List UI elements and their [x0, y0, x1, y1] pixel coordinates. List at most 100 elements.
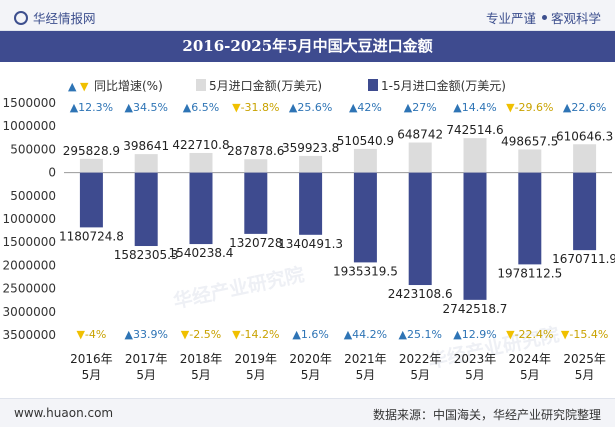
up-arrow-icon: ▲ [453, 101, 462, 114]
may-bar [79, 158, 103, 173]
yoy-cumulative-label: ▼-14.2% [232, 328, 279, 341]
y-tick-label: 3500000 [3, 328, 56, 342]
chart: 华经产业研究院 华经产业研究院 ▲ ▼ 同比增速(%) 5月进口金额(万美元) … [3, 78, 615, 382]
legend-down-icon: ▼ [80, 80, 89, 93]
x-tick-label-month: 5月 [246, 368, 266, 382]
x-tick-label-month: 5月 [301, 368, 321, 382]
brand[interactable]: 华经情报网 [14, 8, 96, 27]
yoy-value: 34.5% [133, 101, 168, 114]
x-tick-label-month: 5月 [465, 368, 485, 382]
yoy-value: 25.1% [407, 328, 442, 341]
cumulative-bar [463, 172, 487, 300]
legend-cumulative-label: 1-5月进口金额(万美元) [381, 78, 506, 93]
up-arrow-icon: ▲ [404, 101, 413, 114]
up-arrow-icon: ▲ [292, 328, 301, 341]
yoy-cumulative-label: ▼-2.5% [181, 328, 221, 341]
may-bar [244, 159, 268, 173]
tag-professional: 专业严谨 [485, 11, 536, 26]
x-tick-label-month: 5月 [356, 368, 376, 382]
x-tick-label-month: 5月 [410, 368, 430, 382]
x-tick-label-year: 2023年 [454, 352, 497, 366]
x-tick-label-year: 2017年 [125, 352, 168, 366]
down-arrow-icon: ▼ [506, 328, 515, 341]
yoy-may-label: ▲22.6% [563, 101, 606, 114]
y-tick-label: 0 [48, 166, 56, 180]
legend-cumulative-swatch [368, 79, 378, 91]
may-bar [353, 148, 377, 173]
x-tick-label-year: 2021年 [344, 352, 387, 366]
may-bar [299, 155, 323, 173]
yoy-value: -4% [85, 328, 106, 341]
watermark: 华经产业研究院 [171, 263, 306, 313]
chart-title: 2016-2025年5月中国大豆进口金额 [0, 31, 615, 62]
yoy-cumulative-label: ▲33.9% [124, 328, 167, 341]
x-tick-label-year: 2020年 [289, 352, 332, 366]
cumulative-bar [134, 172, 158, 247]
may-value-label: 359923.8 [282, 141, 339, 155]
top-bar: 华经情报网 专业严谨 客观科学 [0, 0, 615, 31]
cumulative-value-label: 1935319.5 [333, 264, 398, 278]
y-tick-label: 500000 [10, 142, 56, 156]
yoy-value: -15.4% [569, 328, 608, 341]
legend-up-icon: ▲ [68, 80, 77, 93]
cumulative-bar [189, 172, 213, 245]
cumulative-bar [299, 172, 323, 235]
yoy-cumulative-label: ▼-22.4% [506, 328, 553, 341]
yoy-value: -2.5% [189, 328, 221, 341]
up-arrow-icon: ▲ [70, 101, 79, 114]
y-tick-label: 1500000 [3, 96, 56, 110]
yoy-value: 12.9% [462, 328, 497, 341]
up-arrow-icon: ▲ [344, 328, 353, 341]
x-tick-label-year: 2025年 [563, 352, 606, 366]
may-value-label: 398641 [123, 139, 169, 153]
yoy-value: 22.6% [571, 101, 606, 114]
up-arrow-icon: ▲ [398, 328, 407, 341]
cumulative-bar [408, 172, 432, 286]
up-arrow-icon: ▲ [563, 101, 572, 114]
x-tick-label-month: 5月 [136, 368, 156, 382]
yoy-cumulative-label: ▼-4% [76, 328, 106, 341]
up-arrow-icon: ▲ [124, 101, 133, 114]
cumulative-value-label: 1670711.9 [552, 252, 615, 266]
yoy-may-label: ▲42% [349, 101, 382, 114]
tag-objective: 客观科学 [550, 11, 601, 26]
may-bar [573, 144, 597, 173]
y-tick-label: 1000000 [3, 119, 56, 133]
may-value-label: 610646.3 [556, 129, 613, 143]
dot-icon [541, 15, 547, 20]
yoy-cumulative-label: ▲44.2% [344, 328, 387, 341]
cumulative-bar [244, 172, 268, 234]
cumulative-value-label: 1180724.8 [59, 229, 124, 243]
may-value-label: 295828.9 [63, 144, 120, 158]
cumulative-value-label: 2742518.7 [443, 302, 508, 316]
yoy-value: 25.6% [297, 101, 332, 114]
x-tick-label-year: 2022年 [399, 352, 442, 366]
legend-may-label: 5月进口金额(万美元) [209, 78, 322, 93]
down-arrow-icon: ▼ [506, 101, 515, 114]
x-tick-label-month: 5月 [575, 368, 595, 382]
yoy-cumulative-label: ▲1.6% [292, 328, 328, 341]
footer-website[interactable]: www.huaon.com [14, 406, 114, 420]
yoy-may-label: ▼-31.8% [232, 101, 279, 114]
legend: ▲ ▼ 同比增速(%) 5月进口金额(万美元) 1-5月进口金额(万美元) [68, 78, 506, 93]
yoy-value: 44.2% [352, 328, 387, 341]
may-bar [408, 142, 432, 173]
yoy-value: -14.2% [241, 328, 280, 341]
may-bar [463, 138, 487, 173]
yoy-cumulative-label: ▲12.9% [453, 328, 496, 341]
x-tick-label-year: 2018年 [180, 352, 223, 366]
yoy-may-label: ▲6.5% [183, 101, 219, 114]
x-tick-label-month: 5月 [82, 368, 102, 382]
footer: www.huaon.com 数据来源：中国海关，华经产业研究院整理 [0, 398, 615, 427]
up-arrow-icon: ▲ [124, 328, 133, 341]
down-arrow-icon: ▼ [76, 328, 85, 341]
up-arrow-icon: ▲ [183, 101, 192, 114]
y-axis: 1500000 1000000 500000 0 500000 1000000 150000… [3, 96, 612, 342]
cumulative-value-label: 1582305.3 [114, 248, 179, 262]
yoy-may-label: ▲12.3% [70, 101, 113, 114]
up-arrow-icon: ▲ [289, 101, 298, 114]
up-arrow-icon: ▲ [349, 101, 358, 114]
may-value-label: 498657.5 [501, 134, 558, 148]
legend-may-swatch [196, 79, 206, 91]
y-tick-label: 2500000 [3, 282, 56, 296]
